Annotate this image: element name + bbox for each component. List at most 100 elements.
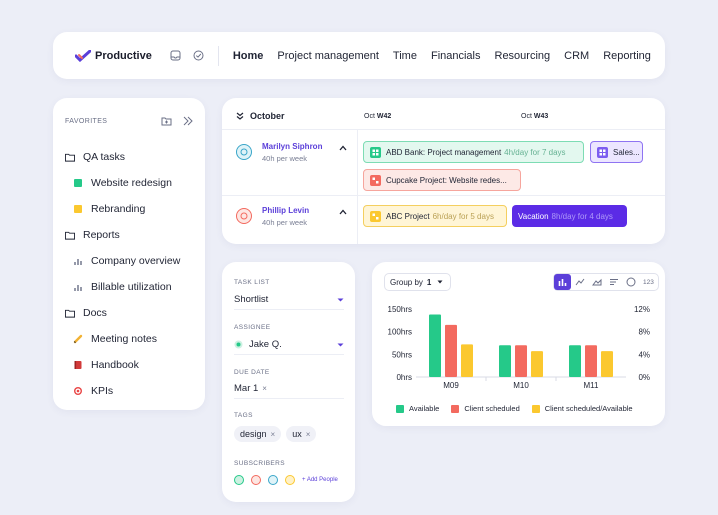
subscribers-label: SUBSCRIBERS — [234, 460, 285, 467]
menu-financials[interactable]: Financials — [430, 49, 481, 62]
row-divider — [222, 195, 665, 196]
task-list-select[interactable]: Shortlist — [234, 290, 344, 310]
sidebar-item-label: Company overview — [91, 255, 181, 267]
bar-chart-plot: 0hrs 0% 50hrs 4% 100hrs 8% 150hrs 12% M09 M10 M11 — [388, 305, 650, 390]
booking-abc-project[interactable]: ABC Project 6h/day for 5 days — [363, 205, 507, 227]
menu-resourcing[interactable]: Resourcing — [494, 49, 551, 62]
favorites-header: FAVORITES — [65, 98, 193, 144]
favorites-label: FAVORITES — [65, 117, 108, 125]
booking-title: ABC Project — [386, 211, 430, 221]
my-tasks-button[interactable] — [193, 50, 204, 61]
x-tick-label: M10 — [513, 381, 529, 390]
booking-abd-bank[interactable]: ABD Bank: Project management 4h/day for … — [363, 141, 584, 163]
sidebar-item-reports[interactable]: Reports — [65, 222, 193, 248]
utilization-chart-card: Group by 1 123 0hrs 0% 50hrs 4% 100hrs 8% 150h… — [372, 262, 665, 426]
inbox-button[interactable] — [170, 50, 181, 61]
number-view-toggle[interactable]: 123 — [643, 278, 654, 286]
menu-reporting[interactable]: Reporting — [603, 49, 651, 62]
line-chart-icon — [575, 278, 584, 286]
line-chart-toggle[interactable] — [571, 274, 588, 290]
sidebar-item-label: Billable utilization — [91, 281, 172, 293]
sidebar-item-company-overview[interactable]: Company overview — [65, 248, 193, 274]
clear-date-icon[interactable]: × — [262, 384, 267, 393]
subscriber-avatar[interactable] — [234, 475, 244, 485]
sidebar-item-rebranding[interactable]: Rebranding — [65, 196, 193, 222]
resource-scheduler: October Oct W42 Oct W43 Marilyn Siphron … — [222, 98, 665, 244]
menu-project-management[interactable]: Project management — [277, 49, 379, 62]
productive-logo[interactable]: Productive — [75, 49, 152, 62]
week-prefix: Oct — [364, 113, 375, 120]
booking-sales[interactable]: Sales... — [590, 141, 643, 163]
subscriber-avatar[interactable] — [268, 475, 278, 485]
tag-chip[interactable]: ux × — [286, 426, 317, 442]
pie-chart-toggle[interactable] — [622, 274, 639, 290]
area-chart-toggle[interactable] — [588, 274, 605, 290]
chart-type-toolbar: 123 — [553, 273, 659, 291]
assignee-select[interactable]: Jake Q. — [234, 335, 344, 355]
sidebar-item-docs[interactable]: Docs — [65, 300, 193, 326]
green-square-icon — [73, 178, 83, 188]
person-name: Marilyn Siphron — [262, 142, 323, 151]
person-row-marilyn[interactable]: Marilyn Siphron 40h per week — [236, 142, 347, 163]
bar-chart-toggle[interactable] — [554, 274, 571, 290]
week-label: W42 — [376, 113, 392, 120]
list-view-toggle[interactable] — [605, 274, 622, 290]
avatar — [236, 208, 252, 224]
sidebar-item-kpis[interactable]: KPIs — [65, 378, 193, 404]
booking-title: Sales... — [613, 147, 640, 157]
task-details-panel: TASK LIST Shortlist ASSIGNEE Jake Q. DUE… — [222, 262, 355, 502]
inbox-icon — [170, 50, 181, 61]
sidebar-item-label: Meeting notes — [91, 333, 157, 345]
bar-m09-available — [429, 314, 441, 377]
sidebar-item-meeting-notes[interactable]: Meeting notes — [65, 326, 193, 352]
project-icon — [370, 174, 381, 186]
due-date-field[interactable]: Mar 1 × — [234, 379, 344, 399]
bar-chart-icon — [73, 282, 83, 292]
top-navigation-bar: Productive Home Project management Time … — [53, 32, 665, 79]
sidebar-item-handbook[interactable]: Handbook — [65, 352, 193, 378]
y2-tick-label: 8% — [638, 328, 650, 337]
month-selector[interactable]: October — [236, 111, 285, 121]
chevron-up-icon[interactable] — [339, 145, 347, 151]
bar-m10-client-scheduled-available — [531, 351, 543, 377]
booking-detail: 4h/day for 7 days — [504, 147, 566, 157]
main-menu: Home Project management Time Financials … — [233, 50, 665, 62]
menu-time[interactable]: Time — [392, 49, 417, 62]
tag-chip[interactable]: design × — [234, 426, 282, 442]
legend-swatch — [396, 404, 404, 413]
subscriber-avatar[interactable] — [285, 475, 295, 485]
menu-home[interactable]: Home — [232, 49, 264, 62]
booking-vacation[interactable]: Vacation 8h/day for 4 days — [512, 205, 627, 227]
book-icon — [73, 360, 83, 370]
add-people-link[interactable]: + Add People — [302, 477, 338, 483]
sidebar-item-label: Docs — [83, 307, 107, 319]
chevron-up-icon[interactable] — [339, 209, 347, 215]
new-folder-icon[interactable] — [161, 116, 172, 126]
remove-tag-icon[interactable]: × — [305, 429, 311, 439]
legend-label: Available — [409, 404, 440, 413]
sidebar-item-website-redesign[interactable]: Website redesign — [65, 170, 193, 196]
month-label: October — [250, 111, 285, 121]
avatar — [236, 144, 252, 160]
y-tick-label: 100hrs — [388, 328, 412, 337]
collapse-sidebar-icon[interactable] — [182, 116, 193, 126]
menu-crm[interactable]: CRM — [564, 49, 590, 62]
booking-detail: 8h/day for 4 days — [551, 211, 613, 221]
person-name: Phillip Levin — [262, 206, 310, 215]
due-date-value: Mar 1 — [234, 383, 259, 394]
booking-cupcake-project[interactable]: Cupcake Project: Website redes... — [363, 169, 521, 191]
legend-item-client-scheduled: Client scheduled — [451, 404, 520, 413]
bar-m11-client-scheduled-available — [601, 351, 613, 377]
week-header-w42: Oct W42 — [364, 113, 391, 120]
sidebar-item-qa-tasks[interactable]: QA tasks — [65, 144, 193, 170]
due-date-label: DUE DATE — [234, 369, 270, 376]
dropdown-arrow-icon — [337, 298, 344, 301]
task-list-value: Shortlist — [234, 294, 269, 305]
subscriber-avatar[interactable] — [251, 475, 261, 485]
remove-tag-icon[interactable]: × — [270, 429, 276, 439]
tags-label: TAGS — [234, 412, 253, 419]
person-row-phillip[interactable]: Phillip Levin 40h per week — [236, 206, 347, 227]
sidebar-item-billable-utilization[interactable]: Billable utilization — [65, 274, 193, 300]
group-by-select[interactable]: Group by 1 — [384, 273, 452, 291]
collapse-arrows-icon — [236, 112, 244, 120]
